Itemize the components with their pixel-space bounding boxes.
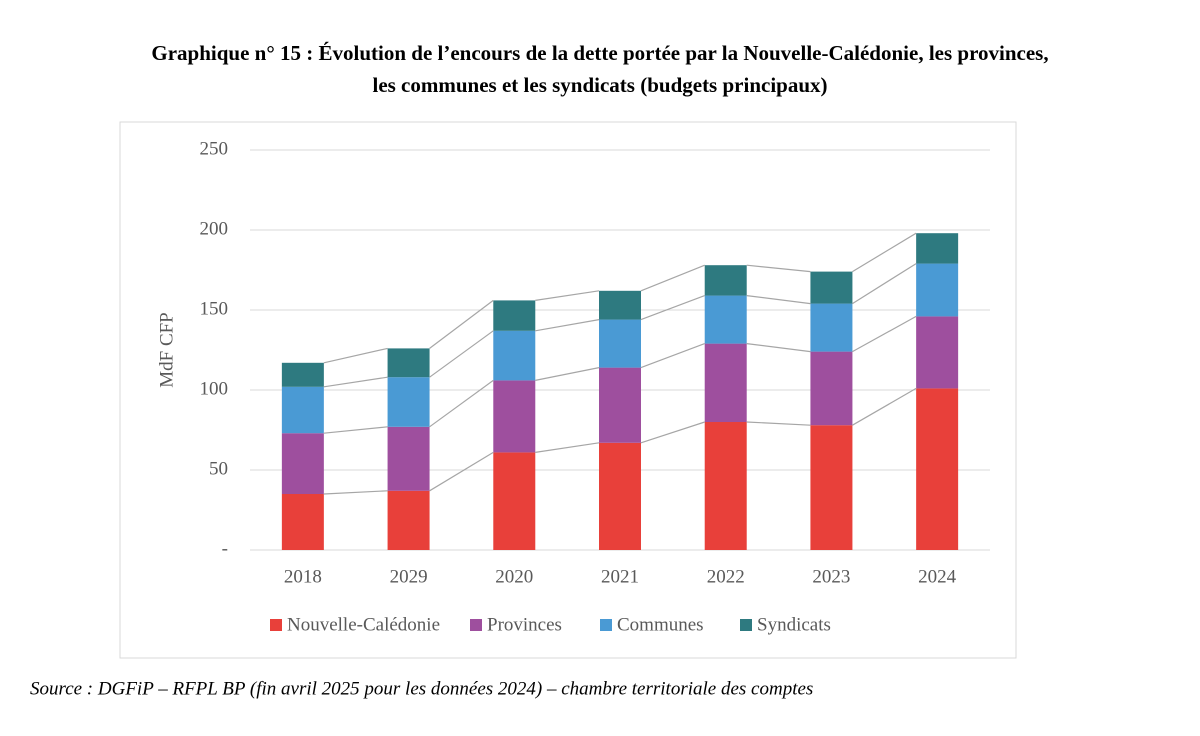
connector-line <box>429 299 494 349</box>
bar-segment <box>704 343 747 422</box>
bar-segment <box>916 233 959 264</box>
connector-line <box>429 330 494 378</box>
connector-line <box>852 232 917 273</box>
bar-segment <box>493 452 536 550</box>
legend-label: Communes <box>617 614 704 635</box>
x-tick-label: 2018 <box>284 566 322 587</box>
bar-segment <box>281 362 324 387</box>
connector-line <box>640 295 705 321</box>
legend-swatch <box>740 619 752 631</box>
connector-line <box>429 379 494 428</box>
bar-segment <box>387 426 430 491</box>
x-tick-label: 2024 <box>918 566 957 587</box>
source-note: Source : DGFiP – RFPL BP (fin avril 2025… <box>30 678 813 699</box>
bar-segment <box>810 303 853 352</box>
bar-segment <box>387 348 430 378</box>
chart-title: Graphique n° 15 : Évolution de l’encours… <box>151 41 1048 65</box>
bar-segment <box>916 388 959 550</box>
bar-segment <box>599 442 641 550</box>
connector-line <box>640 421 705 444</box>
chart-frame <box>119 121 1017 659</box>
legend-label: Syndicats <box>757 614 831 635</box>
legend-label: Provinces <box>487 614 562 635</box>
bar-segment <box>281 494 324 550</box>
x-tick-label: 2023 <box>812 566 850 587</box>
connector-line <box>746 343 811 353</box>
bar-segment <box>704 295 747 344</box>
connector-line <box>746 421 811 426</box>
bar-segment <box>493 330 536 381</box>
bar-segment <box>810 425 853 550</box>
y-tick-label: - <box>222 538 228 559</box>
bar-segment <box>704 422 747 550</box>
legend-swatch <box>600 619 612 631</box>
connector-line <box>535 319 600 332</box>
x-tick-label: 2020 <box>495 566 533 587</box>
bar-segment <box>281 386 324 434</box>
y-tick-label: 200 <box>200 218 229 239</box>
connector-line <box>852 263 917 305</box>
y-tick-label: 150 <box>200 298 229 319</box>
bar-segment <box>810 351 853 426</box>
connector-line <box>640 264 705 292</box>
connector-line <box>746 264 811 273</box>
legend-label: Nouvelle-Calédonie <box>287 614 440 635</box>
x-tick-label: 2021 <box>601 566 639 587</box>
x-tick-label: 2029 <box>390 566 428 587</box>
connector-line <box>746 295 811 305</box>
bar-segment <box>704 265 747 296</box>
bar-segment <box>281 433 324 494</box>
connector-line <box>535 367 600 381</box>
y-axis-label: MdF CFP <box>156 312 177 388</box>
bar-segment <box>599 290 641 320</box>
legend-swatch <box>270 619 282 631</box>
legend-swatch <box>470 619 482 631</box>
bar-segment <box>387 377 430 427</box>
connector-line <box>323 490 388 495</box>
connector-line <box>640 343 705 369</box>
y-tick-label: 250 <box>200 138 229 159</box>
y-tick-label: 50 <box>209 458 228 479</box>
connector-line <box>323 376 388 388</box>
connector-line <box>429 451 494 492</box>
bar-segment <box>387 490 430 550</box>
bar-segment <box>810 271 853 304</box>
x-tick-label: 2022 <box>707 566 745 587</box>
bar-segment <box>599 367 641 443</box>
bar-segment <box>599 319 641 368</box>
bar-segment <box>916 316 959 389</box>
connector-line <box>852 315 917 353</box>
chart-subtitle: les communes et les syndicats (budgets p… <box>372 73 827 97</box>
connector-line <box>852 387 917 426</box>
bar-segment <box>493 300 536 331</box>
connector-line <box>535 442 600 453</box>
connector-line <box>535 290 600 301</box>
bar-segment <box>493 380 536 453</box>
bar-segment <box>916 263 959 317</box>
connector-line <box>323 426 388 434</box>
connector-line <box>323 347 388 364</box>
y-tick-label: 100 <box>200 378 229 399</box>
